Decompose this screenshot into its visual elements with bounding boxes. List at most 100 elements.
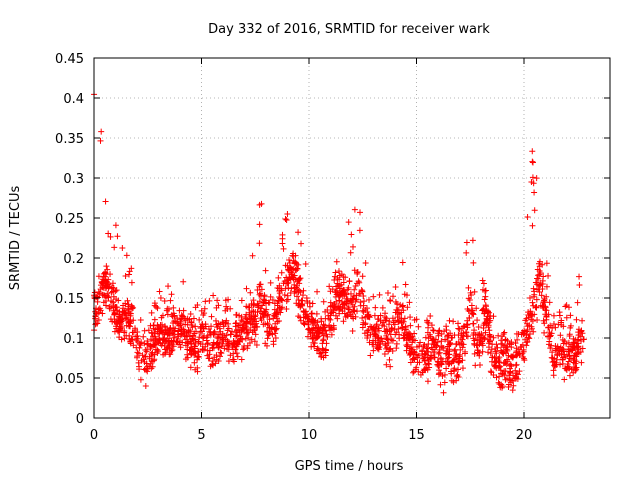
data-point: [165, 283, 172, 290]
data-point: [189, 336, 196, 343]
data-point: [129, 336, 136, 343]
data-point: [422, 334, 429, 341]
data-point: [233, 311, 240, 318]
data-point: [456, 326, 463, 333]
data-point: [107, 233, 114, 240]
data-point: [98, 128, 105, 135]
data-point: [372, 304, 379, 311]
data-point: [359, 288, 366, 295]
data-point: [114, 233, 121, 240]
data-point: [120, 309, 127, 316]
data-point: [475, 323, 482, 330]
data-point: [444, 333, 451, 340]
data-point: [227, 305, 234, 312]
data-point: [333, 298, 340, 305]
data-point: [488, 346, 495, 353]
data-point: [293, 300, 300, 307]
data-point: [319, 345, 326, 352]
data-point: [357, 209, 364, 216]
data-point: [105, 294, 112, 301]
data-point: [275, 298, 282, 305]
data-point: [375, 325, 382, 332]
data-point: [424, 366, 431, 373]
data-point: [529, 222, 536, 229]
data-point: [537, 281, 544, 288]
data-point: [410, 355, 417, 362]
data-point: [103, 263, 110, 270]
data-point: [200, 312, 207, 319]
data-point: [332, 293, 339, 300]
data-point: [258, 305, 265, 312]
data-point: [236, 312, 243, 319]
data-point: [482, 293, 489, 300]
data-point: [127, 312, 134, 319]
data-point: [199, 346, 206, 353]
data-point: [274, 318, 281, 325]
data-point: [112, 288, 119, 295]
data-point: [389, 337, 396, 344]
data-point: [261, 293, 268, 300]
data-point: [431, 340, 438, 347]
data-point: [570, 369, 577, 376]
data-point: [374, 316, 381, 323]
data-point: [253, 318, 260, 325]
data-point: [413, 343, 420, 350]
data-point: [196, 316, 203, 323]
data-point: [362, 260, 369, 267]
data-point: [95, 289, 102, 296]
data-point: [315, 325, 322, 332]
data-point: [162, 338, 169, 345]
data-point: [319, 324, 326, 331]
data-point: [453, 373, 460, 380]
data-point: [203, 337, 210, 344]
y-tick-label: 0.35: [55, 132, 84, 147]
data-point: [304, 318, 311, 325]
data-point: [390, 293, 397, 300]
data-point: [470, 311, 477, 318]
data-point: [246, 340, 253, 347]
data-point: [148, 351, 155, 358]
data-point: [178, 315, 185, 322]
data-point: [280, 245, 287, 252]
data-point: [344, 298, 351, 305]
data-point: [424, 329, 431, 336]
data-point: [332, 312, 339, 319]
data-point: [368, 323, 375, 330]
data-point: [257, 290, 264, 297]
data-point: [460, 341, 467, 348]
data-point: [546, 333, 553, 340]
data-point: [269, 297, 276, 303]
data-point: [283, 298, 290, 305]
data-point: [241, 342, 248, 349]
data-point: [529, 148, 536, 155]
data-point: [362, 306, 369, 313]
data-point: [151, 316, 158, 323]
data-point: [425, 320, 432, 327]
data-point: [333, 283, 340, 290]
data-point: [320, 332, 327, 339]
data-point: [519, 341, 526, 348]
data-point: [351, 293, 358, 300]
data-point: [301, 309, 308, 316]
data-point: [364, 313, 371, 320]
data-point: [116, 334, 123, 341]
data-point: [149, 330, 156, 337]
data-point: [295, 229, 302, 236]
data-point: [579, 317, 586, 324]
data-point: [264, 335, 271, 342]
data-point: [524, 338, 531, 345]
data-point: [501, 329, 508, 336]
data-point: [307, 329, 314, 336]
data-point: [232, 320, 239, 327]
data-point: [208, 313, 215, 320]
data-point: [466, 296, 473, 303]
data-point: [399, 259, 406, 266]
data-point: [374, 342, 381, 349]
data-point: [425, 335, 432, 342]
data-point: [304, 298, 311, 305]
data-point: [539, 302, 546, 309]
data-point: [504, 337, 511, 344]
data-point: [545, 324, 552, 331]
data-point: [416, 359, 423, 366]
